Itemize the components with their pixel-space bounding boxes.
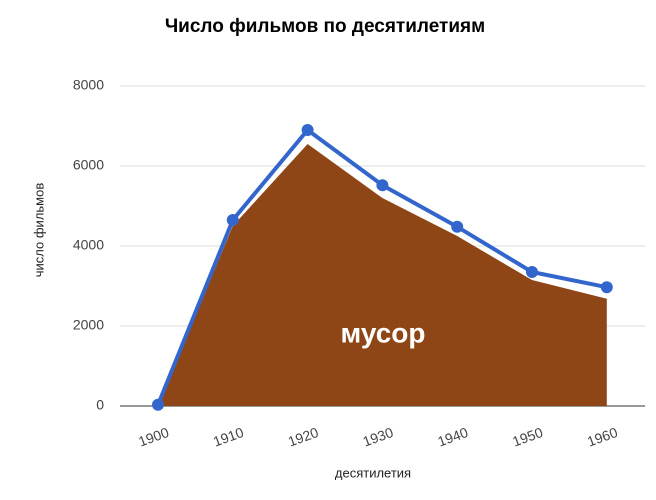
chart-title: Число фильмов по десятилетиям <box>165 16 485 37</box>
x-tick-label: 1960 <box>585 424 620 450</box>
x-tick-label: 1910 <box>211 424 246 450</box>
y-tick-label: 4000 <box>73 237 104 253</box>
area-label: мусор <box>341 317 426 348</box>
marker <box>376 179 389 192</box>
x-axis-label: десятилетия <box>335 465 411 480</box>
marker <box>301 124 314 136</box>
x-tick-label: 1900 <box>136 424 171 450</box>
y-tick-label: 6000 <box>73 157 104 173</box>
marker <box>600 281 613 294</box>
y-axis-label: число фильмов <box>31 183 46 278</box>
x-tick-label: 1920 <box>286 424 321 450</box>
y-tick-label: 0 <box>96 397 104 413</box>
y-tick-label: 8000 <box>73 77 104 93</box>
x-tick-label: 1940 <box>435 424 470 450</box>
x-tick-label: 1930 <box>361 424 396 450</box>
area <box>158 144 607 406</box>
marker <box>451 220 464 233</box>
x-tick-label: 1950 <box>510 424 545 450</box>
marker <box>152 398 164 411</box>
y-tick-label: 2000 <box>73 317 104 333</box>
marker <box>526 266 538 278</box>
marker <box>226 214 239 226</box>
